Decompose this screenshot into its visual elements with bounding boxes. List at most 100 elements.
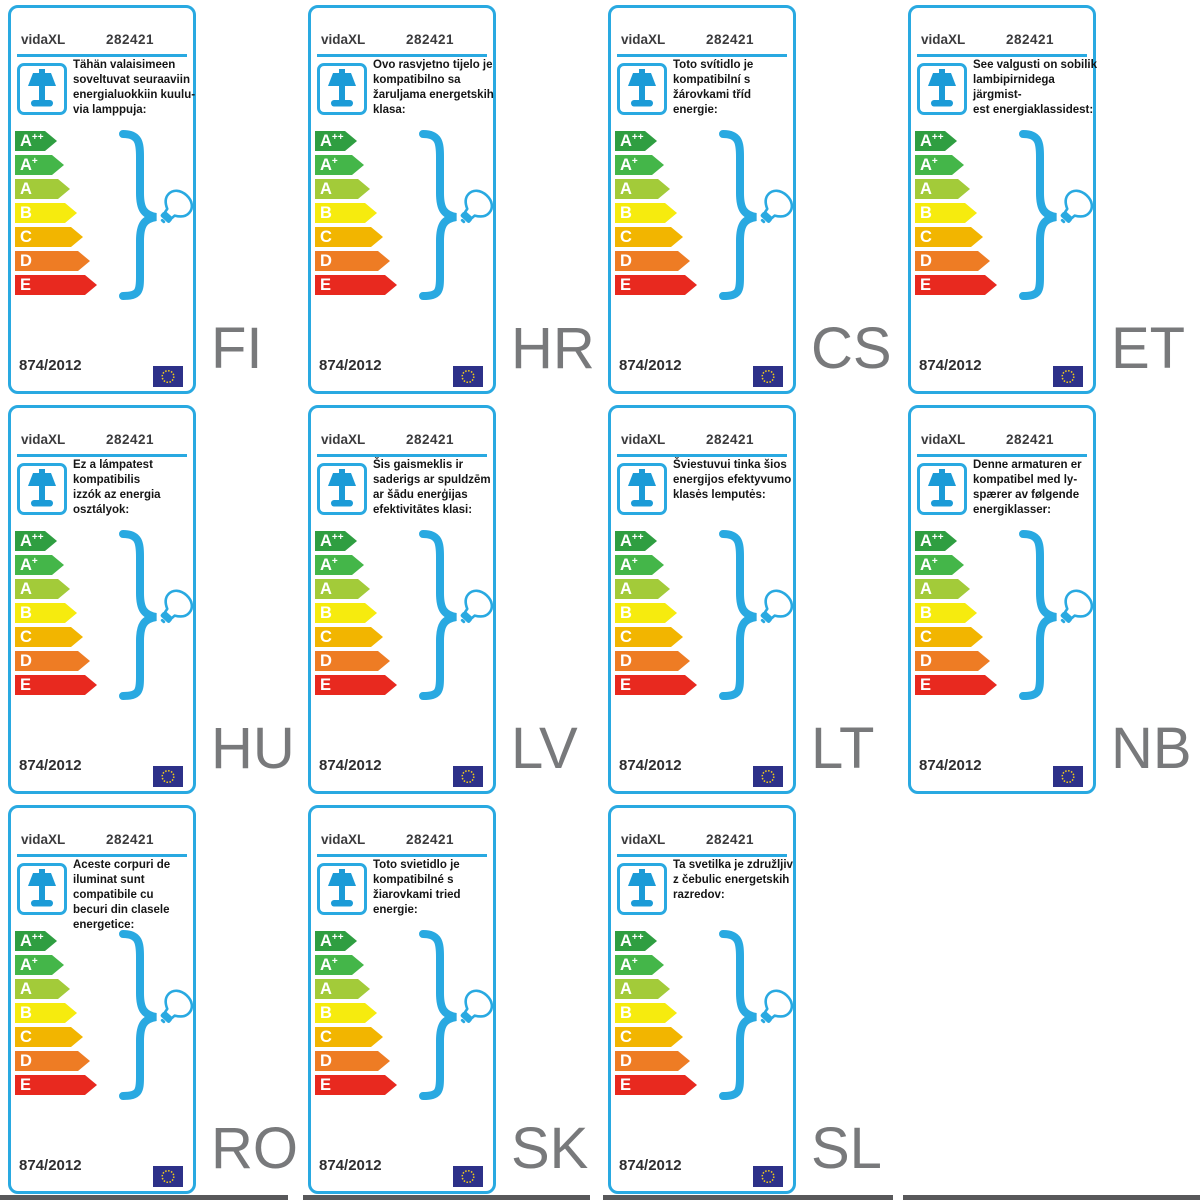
energy-class-superscript: ++	[631, 931, 644, 943]
energy-class-letter: E	[320, 276, 332, 294]
eu-flag-icon	[753, 366, 783, 387]
language-code: SK	[511, 1116, 589, 1181]
table-lamp-icon	[317, 63, 367, 115]
next-row-top-edge	[0, 1195, 288, 1200]
header-divider	[917, 454, 1087, 457]
energy-class-arrow-tip	[978, 251, 990, 271]
energy-class-letter: A	[620, 156, 632, 174]
energy-class-arrow-tip	[978, 651, 990, 671]
table-lamp-icon	[17, 463, 67, 515]
energy-class-letter: D	[320, 1052, 332, 1070]
energy-class-arrow-body: A ++	[615, 131, 645, 151]
language-code: SL	[811, 1116, 882, 1181]
energy-class-superscript: ++	[631, 531, 644, 543]
compatibility-description: Toto svítidlo je kompatibilní s žárovkam…	[673, 59, 754, 116]
energy-class-letter: E	[20, 676, 32, 694]
energy-class-letter: A	[320, 956, 332, 974]
brace-icon	[419, 930, 457, 1100]
energy-class-letter: C	[620, 228, 632, 246]
header-divider	[617, 454, 787, 457]
energy-class-arrow-body: A +	[315, 155, 352, 175]
energy-class-list: A ++ A + A B C	[315, 131, 397, 295]
energy-class-arrow-tip	[685, 1075, 697, 1095]
energy-class-arrow-tip	[985, 275, 997, 295]
energy-class-arrow: A ++	[615, 131, 697, 151]
language-code: NB	[1111, 716, 1192, 781]
energy-class-arrow: E	[615, 275, 697, 295]
energy-class-arrow-tip	[71, 627, 83, 647]
energy-class-arrow-tip	[85, 1075, 97, 1095]
regulation-number: 874/2012	[19, 1157, 82, 1174]
energy-class-arrow-body: E	[615, 1075, 685, 1095]
energy-class-arrow-tip	[652, 555, 664, 575]
next-row-top-edge	[903, 1195, 1200, 1200]
energy-class-arrow: E	[315, 675, 397, 695]
regulation-number: 874/2012	[619, 357, 682, 374]
energy-class-arrow-tip	[352, 555, 364, 575]
compatibility-description: See valgusti on sobilik lambipirnidega j…	[973, 59, 1097, 116]
energy-class-arrow-tip	[371, 227, 383, 247]
regulation-number: 874/2012	[19, 757, 82, 774]
model-number: 282421	[106, 32, 155, 47]
energy-class-letter: A	[20, 156, 32, 174]
model-number: 282421	[706, 32, 755, 47]
energy-class-arrow-body: B	[615, 1003, 665, 1023]
header-divider	[317, 854, 487, 857]
energy-class-arrow-tip	[678, 251, 690, 271]
energy-class-arrow-body: C	[315, 227, 371, 247]
energy-class-arrow: E	[615, 675, 697, 695]
energy-class-arrow: A +	[15, 955, 97, 975]
energy-class-superscript: +	[331, 955, 338, 967]
energy-class-arrow-body: A	[915, 579, 958, 599]
energy-class-arrow-body: D	[15, 651, 78, 671]
regulation-number: 874/2012	[19, 357, 82, 374]
energy-class-arrow-body: A +	[915, 555, 952, 575]
light-bulb-icon	[760, 189, 794, 224]
eu-flag-icon	[153, 766, 183, 787]
energy-class-arrow-body: A	[315, 979, 358, 999]
brace-icon	[119, 930, 157, 1100]
energy-class-arrow: E	[315, 275, 397, 295]
energy-class-arrow: D	[615, 651, 697, 671]
energy-class-arrow-tip	[365, 1003, 377, 1023]
energy-class-arrow-body: A +	[915, 155, 952, 175]
energy-class-letter: C	[620, 1028, 632, 1046]
energy-class-arrow: A ++	[315, 531, 397, 551]
energy-class-arrow: C	[615, 1027, 697, 1047]
table-lamp-icon	[617, 863, 667, 915]
energy-class-superscript: ++	[631, 131, 644, 143]
energy-class-letter: C	[920, 228, 932, 246]
energy-class-arrow-body: A	[15, 979, 58, 999]
energy-class-arrow-body: A +	[315, 555, 352, 575]
energy-class-letter: B	[920, 204, 932, 222]
energy-class-superscript: ++	[931, 131, 944, 143]
brace-icon	[1019, 530, 1057, 700]
energy-class-arrow-body: C	[315, 1027, 371, 1047]
energy-class-arrow-body: A +	[615, 155, 652, 175]
energy-class-arrow: A ++	[15, 131, 97, 151]
energy-class-letter: A	[620, 556, 632, 574]
energy-class-arrow-body: A ++	[915, 531, 945, 551]
energy-class-arrow-tip	[965, 603, 977, 623]
energy-class-letter: A	[620, 180, 632, 198]
energy-class-arrow-body: A ++	[15, 131, 45, 151]
energy-class-superscript: ++	[31, 931, 44, 943]
table-lamp-icon	[617, 463, 667, 515]
energy-class-letter: A	[320, 580, 332, 598]
energy-class-letter: A	[320, 556, 332, 574]
energy-class-arrow: C	[915, 627, 997, 647]
energy-label-card: vidaXL 282421 Ta svetilka je združljiv z…	[608, 805, 796, 1194]
energy-class-arrow-body: A +	[15, 955, 52, 975]
energy-class-arrow-body: D	[315, 651, 378, 671]
energy-class-letter: A	[20, 980, 32, 998]
energy-class-arrow-tip	[958, 579, 970, 599]
energy-class-arrow: D	[315, 251, 397, 271]
energy-class-letter: D	[920, 252, 932, 270]
regulation-number: 874/2012	[319, 757, 382, 774]
brand-text: vidaXL	[321, 832, 366, 847]
energy-class-arrow-body: D	[315, 1051, 378, 1071]
energy-class-arrow: D	[15, 651, 97, 671]
energy-class-arrow: B	[615, 203, 697, 223]
table-lamp-icon	[617, 63, 667, 115]
label-cell: vidaXL 282421 Ovo rasvjetno tijelo je ko…	[300, 0, 600, 400]
